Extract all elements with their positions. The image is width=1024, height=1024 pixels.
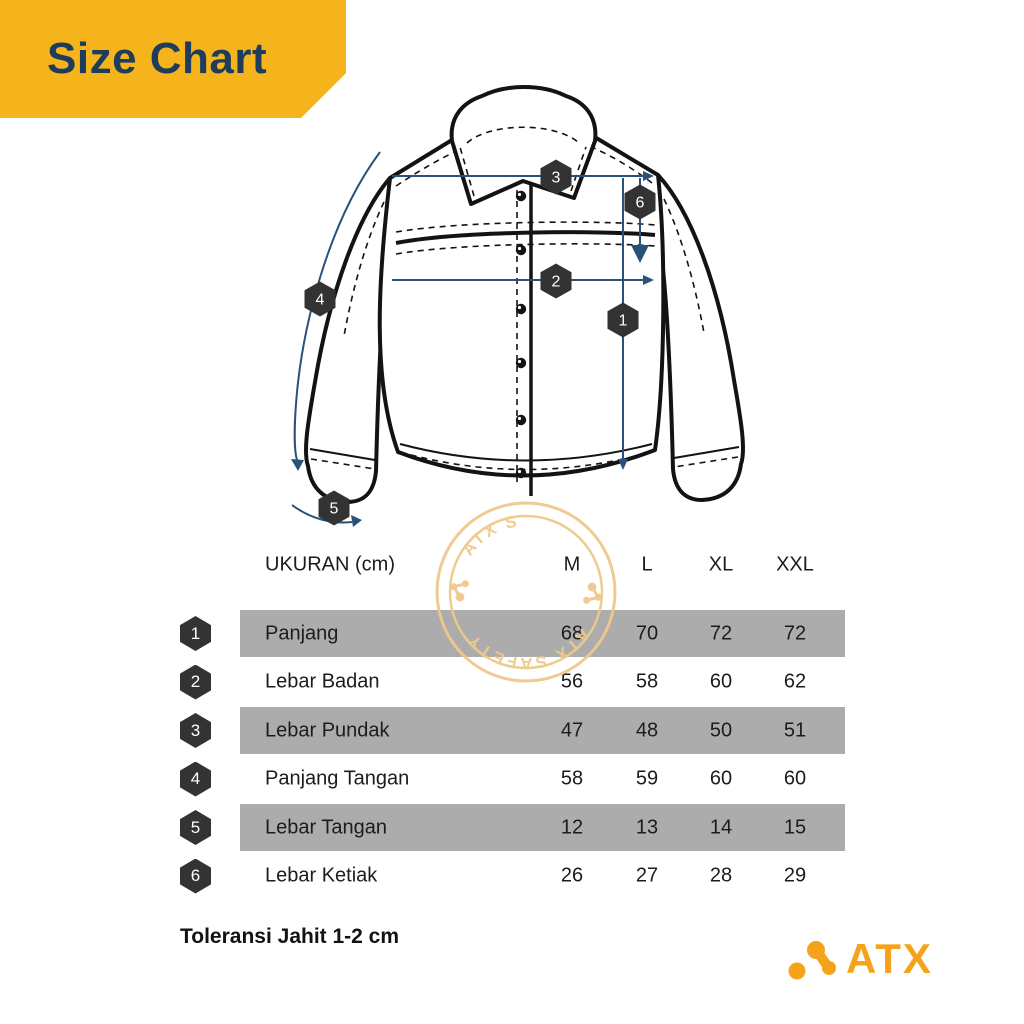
svg-text:1: 1	[619, 313, 628, 330]
row-value: 62	[783, 670, 807, 693]
size-column-header: XXL	[776, 553, 814, 575]
table-row: Lebar Pundak 47 48 50 51	[240, 707, 845, 754]
table-row: Lebar Ketiak 26 27 28 29	[240, 853, 845, 900]
row-number-badge: 2	[180, 664, 211, 700]
diagram-badge-3: 3	[540, 159, 572, 195]
row-value: 27	[635, 864, 659, 887]
tolerance-note: Toleransi Jahit 1-2 cm	[180, 925, 400, 948]
brand-name: ATX	[846, 935, 933, 982]
svg-text:4: 4	[316, 292, 325, 309]
row-value: 60	[709, 670, 733, 693]
row-label: Panjang Tangan	[265, 767, 410, 790]
svg-text:6: 6	[636, 195, 645, 212]
right-sleeve	[656, 173, 746, 502]
table-header-row: UKURAN (cm) M L XL XXL	[240, 541, 845, 588]
measure-arrow-1	[618, 178, 628, 470]
diagram-badge-1: 1	[607, 302, 639, 338]
row-value: 72	[783, 622, 807, 644]
table-row: Lebar Tangan 12 13 14 15	[240, 804, 845, 851]
row-value: 59	[635, 767, 659, 790]
row-label: Lebar Ketiak	[265, 864, 378, 887]
row-value: 68	[560, 622, 584, 644]
measure-arrow-6	[631, 178, 649, 263]
row-label: Panjang	[265, 622, 339, 644]
row-number-badge: 3	[180, 713, 211, 748]
row-label: Lebar Tangan	[265, 816, 387, 838]
title-banner: Size Chart	[0, 0, 346, 118]
buttons	[515, 190, 527, 479]
row-value: 14	[709, 816, 733, 838]
row-label: Lebar Badan	[265, 670, 380, 693]
left-sleeve	[303, 176, 393, 504]
row-label: Lebar Pundak	[265, 719, 390, 741]
svg-text:5: 5	[330, 501, 339, 518]
row-number-badge: 6	[180, 858, 211, 894]
row-value: 50	[709, 719, 733, 741]
table-row: Lebar Badan 56 58 60 62	[240, 659, 845, 706]
size-column-header: L	[641, 553, 653, 575]
row-value: 15	[783, 816, 807, 838]
row-value: 26	[560, 864, 584, 887]
measure-arrow-2	[392, 275, 654, 285]
measure-arrow-3	[392, 171, 654, 181]
diagram-badge-4: 4	[304, 281, 336, 317]
row-value: 70	[635, 622, 659, 644]
row-number-badge: 5	[180, 810, 211, 845]
row-value: 60	[709, 767, 733, 790]
row-value: 72	[709, 622, 733, 644]
row-value: 13	[635, 816, 659, 838]
table-row: Panjang 68 70 72 72	[240, 610, 845, 657]
page-title: Size Chart	[47, 34, 268, 83]
collar	[449, 85, 598, 206]
molecule-logo-icon	[788, 941, 836, 980]
row-value: 29	[783, 864, 807, 887]
jacket-body	[377, 128, 666, 478]
row-number-badge: 4	[180, 761, 211, 797]
measure-arrow-5	[291, 504, 362, 527]
size-column-header: M	[563, 553, 581, 575]
size-column-header: XL	[708, 553, 734, 575]
row-value: 56	[560, 670, 584, 693]
row-value: 60	[783, 767, 807, 790]
diagram-badge-2: 2	[540, 263, 572, 299]
brand-logo: ATX	[786, 936, 933, 982]
svg-text:2: 2	[552, 274, 561, 291]
row-value: 51	[783, 719, 807, 741]
unit-header: UKURAN (cm)	[265, 553, 395, 575]
diagram-badge-6: 6	[624, 184, 656, 220]
row-value: 28	[709, 864, 733, 887]
diagram-badge-5: 5	[318, 490, 350, 526]
measure-arrow-4	[291, 151, 381, 471]
row-value: 12	[560, 816, 584, 838]
row-value: 58	[635, 670, 659, 693]
row-value: 47	[560, 719, 584, 741]
svg-text:3: 3	[552, 170, 561, 187]
row-number-badge: 1	[180, 616, 211, 651]
row-value: 58	[560, 767, 584, 790]
table-row: Panjang Tangan 58 59 60 60	[240, 756, 845, 803]
row-value: 48	[635, 719, 659, 741]
